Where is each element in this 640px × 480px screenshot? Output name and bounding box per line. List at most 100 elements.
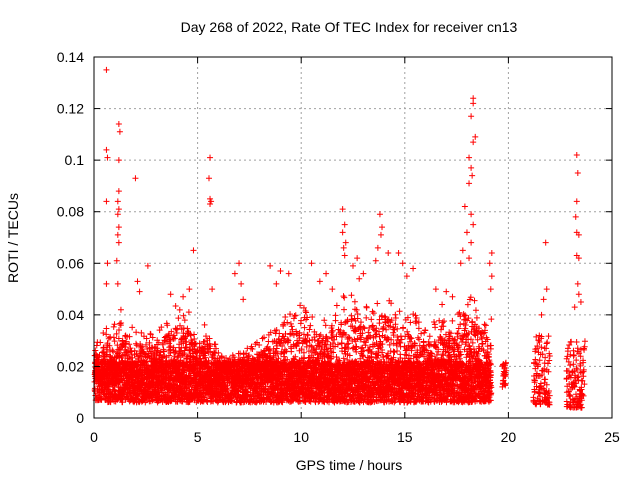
- data-point: [259, 335, 266, 342]
- data-point: [109, 347, 116, 354]
- data-point: [106, 342, 113, 349]
- data-point: [202, 350, 209, 357]
- data-point: [321, 317, 328, 324]
- data-point: [111, 321, 118, 328]
- data-point: [110, 348, 117, 355]
- data-point: [122, 332, 129, 339]
- data-point: [139, 343, 146, 350]
- data-point: [118, 319, 125, 326]
- data-point: [194, 385, 201, 392]
- data-point: [111, 338, 118, 345]
- data-point: [363, 314, 370, 321]
- data-point: [114, 342, 121, 349]
- data-point: [119, 399, 126, 406]
- data-point: [288, 348, 295, 355]
- data-point: [110, 334, 117, 341]
- data-point: [107, 399, 114, 406]
- data-point: [158, 324, 165, 331]
- data-point: [149, 334, 156, 341]
- data-points-layer: [91, 66, 588, 411]
- data-point: [181, 335, 188, 342]
- data-point: [333, 302, 340, 309]
- data-point: [123, 349, 130, 356]
- data-point: [205, 357, 212, 364]
- data-point: [91, 385, 98, 392]
- data-point: [348, 292, 355, 299]
- data-point: [100, 344, 107, 351]
- data-point: [115, 335, 122, 342]
- data-point: [307, 322, 314, 329]
- data-point: [138, 329, 145, 336]
- data-point: [143, 335, 150, 342]
- data-point: [203, 333, 209, 340]
- data-point: [180, 312, 187, 319]
- data-point: [168, 397, 175, 404]
- data-point: [173, 326, 180, 333]
- data-point: [100, 329, 107, 336]
- data-point: [168, 328, 175, 335]
- data-point: [138, 344, 145, 351]
- data-point: [143, 358, 150, 365]
- data-point: [116, 320, 123, 327]
- data-point: [113, 330, 120, 337]
- data-point: [203, 397, 210, 404]
- data-point: [126, 341, 133, 348]
- data-point: [180, 325, 187, 332]
- data-point: [161, 337, 168, 344]
- data-point: [184, 355, 191, 362]
- data-point: [177, 322, 184, 329]
- data-point: [368, 316, 375, 323]
- data-point: [174, 354, 181, 361]
- data-point: [302, 308, 309, 315]
- data-point: [202, 390, 209, 397]
- data-point: [311, 337, 318, 344]
- data-point: [181, 317, 188, 324]
- data-point: [341, 294, 348, 301]
- data-point: [297, 320, 304, 327]
- data-point: [322, 322, 329, 329]
- data-point: [142, 341, 149, 348]
- data-point: [167, 349, 174, 356]
- data-point: [107, 353, 114, 360]
- data-point: [133, 342, 140, 349]
- data-point: [175, 353, 182, 360]
- data-point: [186, 347, 193, 354]
- data-point: [103, 325, 110, 332]
- data-point: [282, 314, 289, 321]
- data-point: [167, 343, 174, 350]
- data-point: [332, 312, 339, 319]
- data-point: [333, 354, 340, 361]
- data-point: [206, 335, 213, 342]
- data-point: [113, 349, 120, 356]
- data-point: [174, 325, 181, 332]
- data-point: [116, 326, 123, 333]
- data-point: [191, 336, 198, 343]
- data-point: [341, 306, 348, 313]
- data-point: [370, 326, 377, 333]
- data-point: [183, 338, 190, 345]
- data-point: [196, 340, 203, 347]
- data-point: [201, 321, 208, 328]
- data-point: [363, 303, 370, 310]
- data-point: [146, 339, 153, 346]
- data-point: [185, 309, 192, 316]
- data-point: [172, 335, 179, 342]
- data-point: [154, 348, 161, 355]
- data-point: [164, 322, 171, 329]
- data-point: [110, 323, 117, 330]
- data-point: [176, 306, 183, 313]
- data-point: [103, 331, 110, 338]
- data-point: [97, 339, 104, 346]
- data-point: [129, 324, 136, 331]
- data-point: [374, 300, 381, 307]
- data-point: [96, 352, 103, 359]
- data-point: [369, 308, 376, 315]
- data-point: [175, 315, 182, 322]
- data-point: [172, 302, 179, 309]
- data-point: [172, 358, 179, 365]
- data-point: [351, 298, 358, 305]
- data-point: [340, 293, 347, 300]
- data-point: [171, 381, 178, 388]
